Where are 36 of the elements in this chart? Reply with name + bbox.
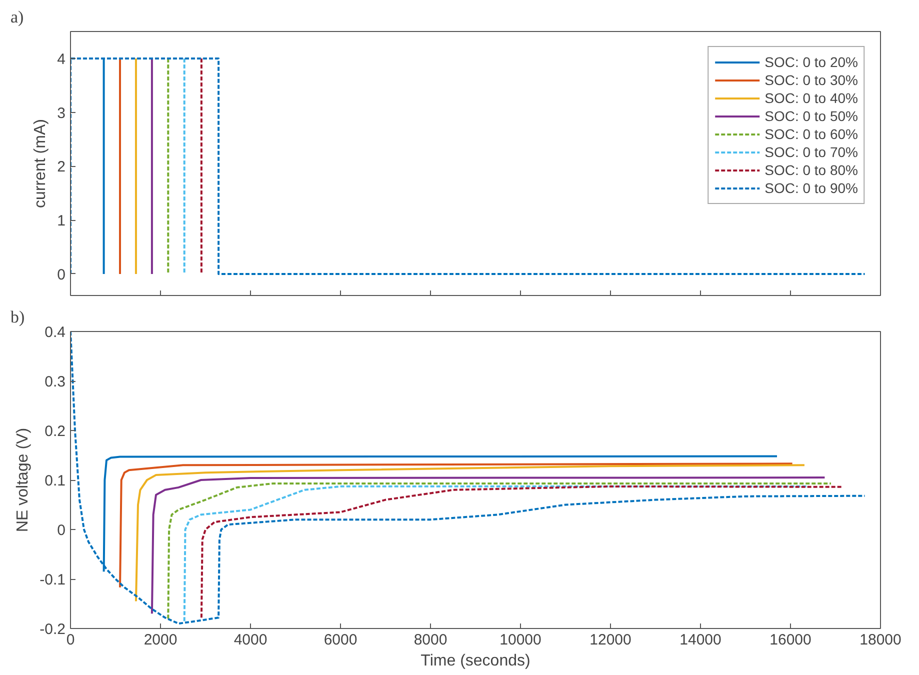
y-tick-label: 4 (57, 50, 66, 68)
legend-label: SOC: 0 to 40% (764, 89, 858, 107)
y-axis-title: current (mA) (32, 119, 50, 208)
y-tick-label: 0 (57, 266, 66, 284)
legend-label: SOC: 0 to 50% (764, 107, 858, 125)
legend-label: SOC: 0 to 70% (764, 143, 858, 161)
y-tick-label: 0 (57, 522, 66, 539)
y-tick-label: -0.2 (40, 621, 66, 638)
x-tick-label: 12000 (590, 632, 632, 648)
y-tick-label: 0.3 (44, 374, 66, 390)
y-tick-label: 0.2 (44, 423, 66, 440)
line-series (102, 455, 778, 573)
y-tick-label: 3 (57, 104, 66, 122)
x-tick-label: 8000 (414, 632, 448, 648)
x-tick-label: 10000 (500, 632, 542, 648)
x-tick-label: 4000 (234, 632, 268, 648)
y-tick-label: 1 (57, 212, 66, 230)
legend-label: SOC: 0 to 30% (764, 71, 858, 89)
x-tick-label: 6000 (324, 632, 358, 648)
y-axis-title: NE voltage (V) (14, 428, 32, 532)
x-tick-label: 14000 (680, 632, 722, 648)
legend-label: SOC: 0 to 60% (764, 125, 858, 143)
legend-label: SOC: 0 to 90% (764, 179, 858, 197)
y-tick-label: 0.1 (44, 472, 66, 490)
line-series (70, 332, 866, 625)
x-axis-title: Time (seconds) (420, 652, 530, 670)
y-tick-label: 0.4 (44, 324, 66, 341)
x-tick-label: 2000 (144, 632, 178, 648)
x-tick-label: 18000 (860, 632, 902, 648)
chart-title: b) (10, 308, 25, 326)
legend-label: SOC: 0 to 20% (764, 53, 858, 71)
y-tick-label: 2 (57, 158, 66, 176)
y-tick-label: -0.1 (40, 572, 66, 588)
chart-title: a) (10, 8, 24, 26)
legend-label: SOC: 0 to 80% (764, 161, 858, 179)
x-tick-label: 16000 (770, 632, 812, 648)
